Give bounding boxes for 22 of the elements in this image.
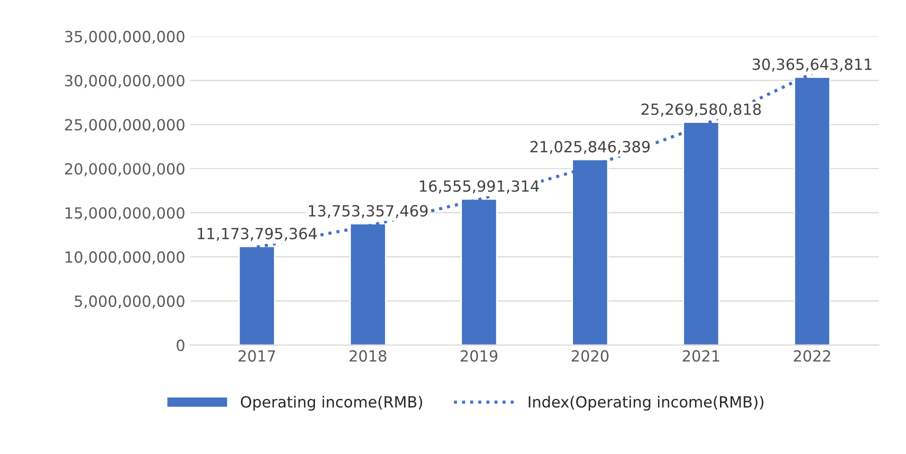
y-tick-label: 0 bbox=[176, 340, 184, 352]
data-label: 13,753,357,469 bbox=[308, 205, 428, 218]
x-tick-label: 2021 bbox=[682, 350, 720, 362]
x-tick-label: 2019 bbox=[460, 350, 498, 362]
legend-label: Index(Operating income(RMB)) bbox=[528, 396, 764, 411]
data-label: 30,365,643,811 bbox=[752, 58, 872, 72]
y-tick-label: 5,000,000,000 bbox=[74, 295, 184, 309]
y-tick-label: 25,000,000,000 bbox=[65, 118, 184, 132]
data-label: 25,269,580,818 bbox=[642, 103, 761, 117]
x-tick-label: 2018 bbox=[350, 350, 386, 362]
x-tick-label: 2020 bbox=[572, 350, 608, 362]
x-tick-label: 2022 bbox=[794, 350, 830, 362]
y-tick-label: 20,000,000,000 bbox=[65, 163, 184, 176]
y-tick-label: 10,000,000,000 bbox=[66, 251, 184, 264]
y-tick-label: 30,000,000,000 bbox=[65, 74, 184, 88]
y-tick-label: 35,000,000,000 bbox=[65, 30, 184, 44]
legend-label: Operating income(RMB) bbox=[240, 396, 422, 411]
data-label: 16,555,991,314 bbox=[420, 180, 539, 194]
data-label: 11,173,795,364 bbox=[198, 228, 317, 241]
data-label: 21,025,846,389 bbox=[530, 140, 650, 154]
x-tick-label: 2017 bbox=[238, 350, 276, 362]
y-tick-label: 15,000,000,000 bbox=[66, 207, 184, 220]
